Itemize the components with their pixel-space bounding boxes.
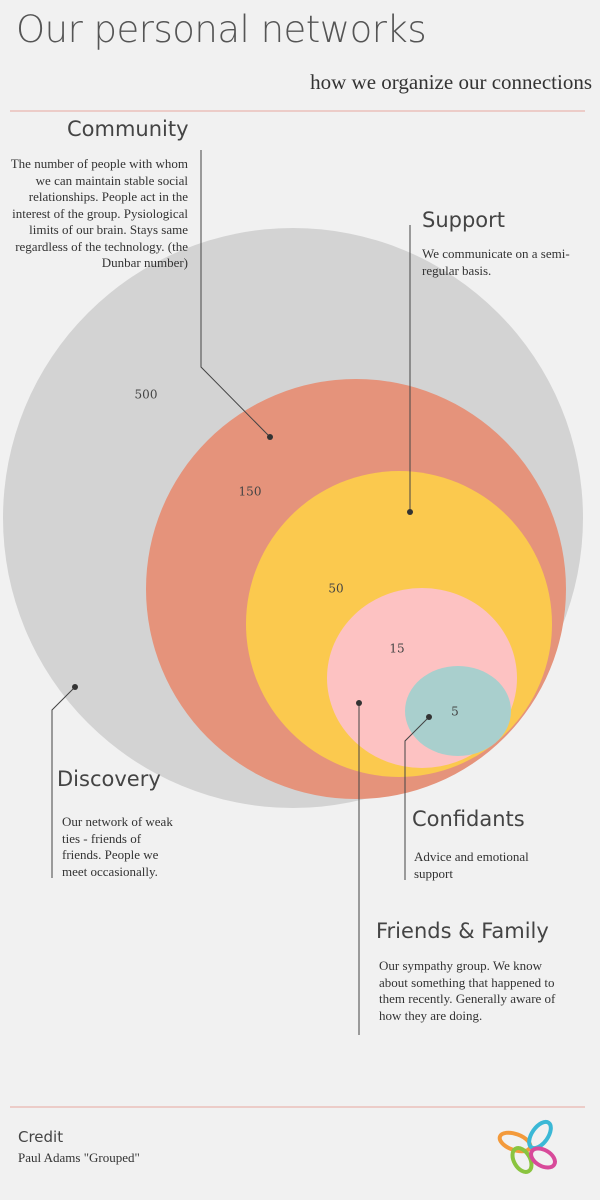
ring-5 (405, 666, 511, 756)
group-description: Advice and emotional support (414, 849, 529, 881)
ring-count: 500 (135, 388, 158, 402)
ring-count: 50 (328, 582, 343, 596)
dot (267, 434, 273, 440)
group-label: Support (422, 208, 506, 232)
logo-petal (510, 1146, 534, 1174)
group-description: We communicate on a semi-regular basis. (422, 246, 570, 278)
confidants-callout (404, 716, 430, 880)
group-label: Community (67, 117, 189, 141)
ring-count: 5 (451, 705, 459, 719)
dot (407, 509, 413, 515)
title: Our personal networks (16, 8, 427, 51)
subtitle: how we organize our connections (310, 70, 592, 94)
logo (497, 1119, 557, 1174)
community-callout (200, 150, 271, 438)
callout-lines (51, 150, 430, 1035)
ring-count: 15 (389, 642, 404, 656)
credit-text: Paul Adams "Grouped" (18, 1150, 140, 1165)
group-label: Confidants (412, 807, 525, 831)
discovery-callout (51, 686, 76, 878)
dot (356, 700, 362, 706)
callout-dots (72, 434, 432, 720)
ring-count: 150 (239, 485, 262, 499)
group-label: Friends & Family (376, 919, 549, 943)
credit-heading: Credit (18, 1128, 64, 1146)
logo-petal (527, 1119, 553, 1151)
group-description: Our sympathy group. We know about someth… (379, 958, 556, 1023)
dot (72, 684, 78, 690)
dot (426, 714, 432, 720)
group-label: Discovery (57, 767, 161, 791)
logo-petal (529, 1146, 557, 1170)
group-description: The number of people with whom we can ma… (10, 156, 188, 270)
group-description: Our network of weak ties - friends of fr… (62, 814, 173, 879)
